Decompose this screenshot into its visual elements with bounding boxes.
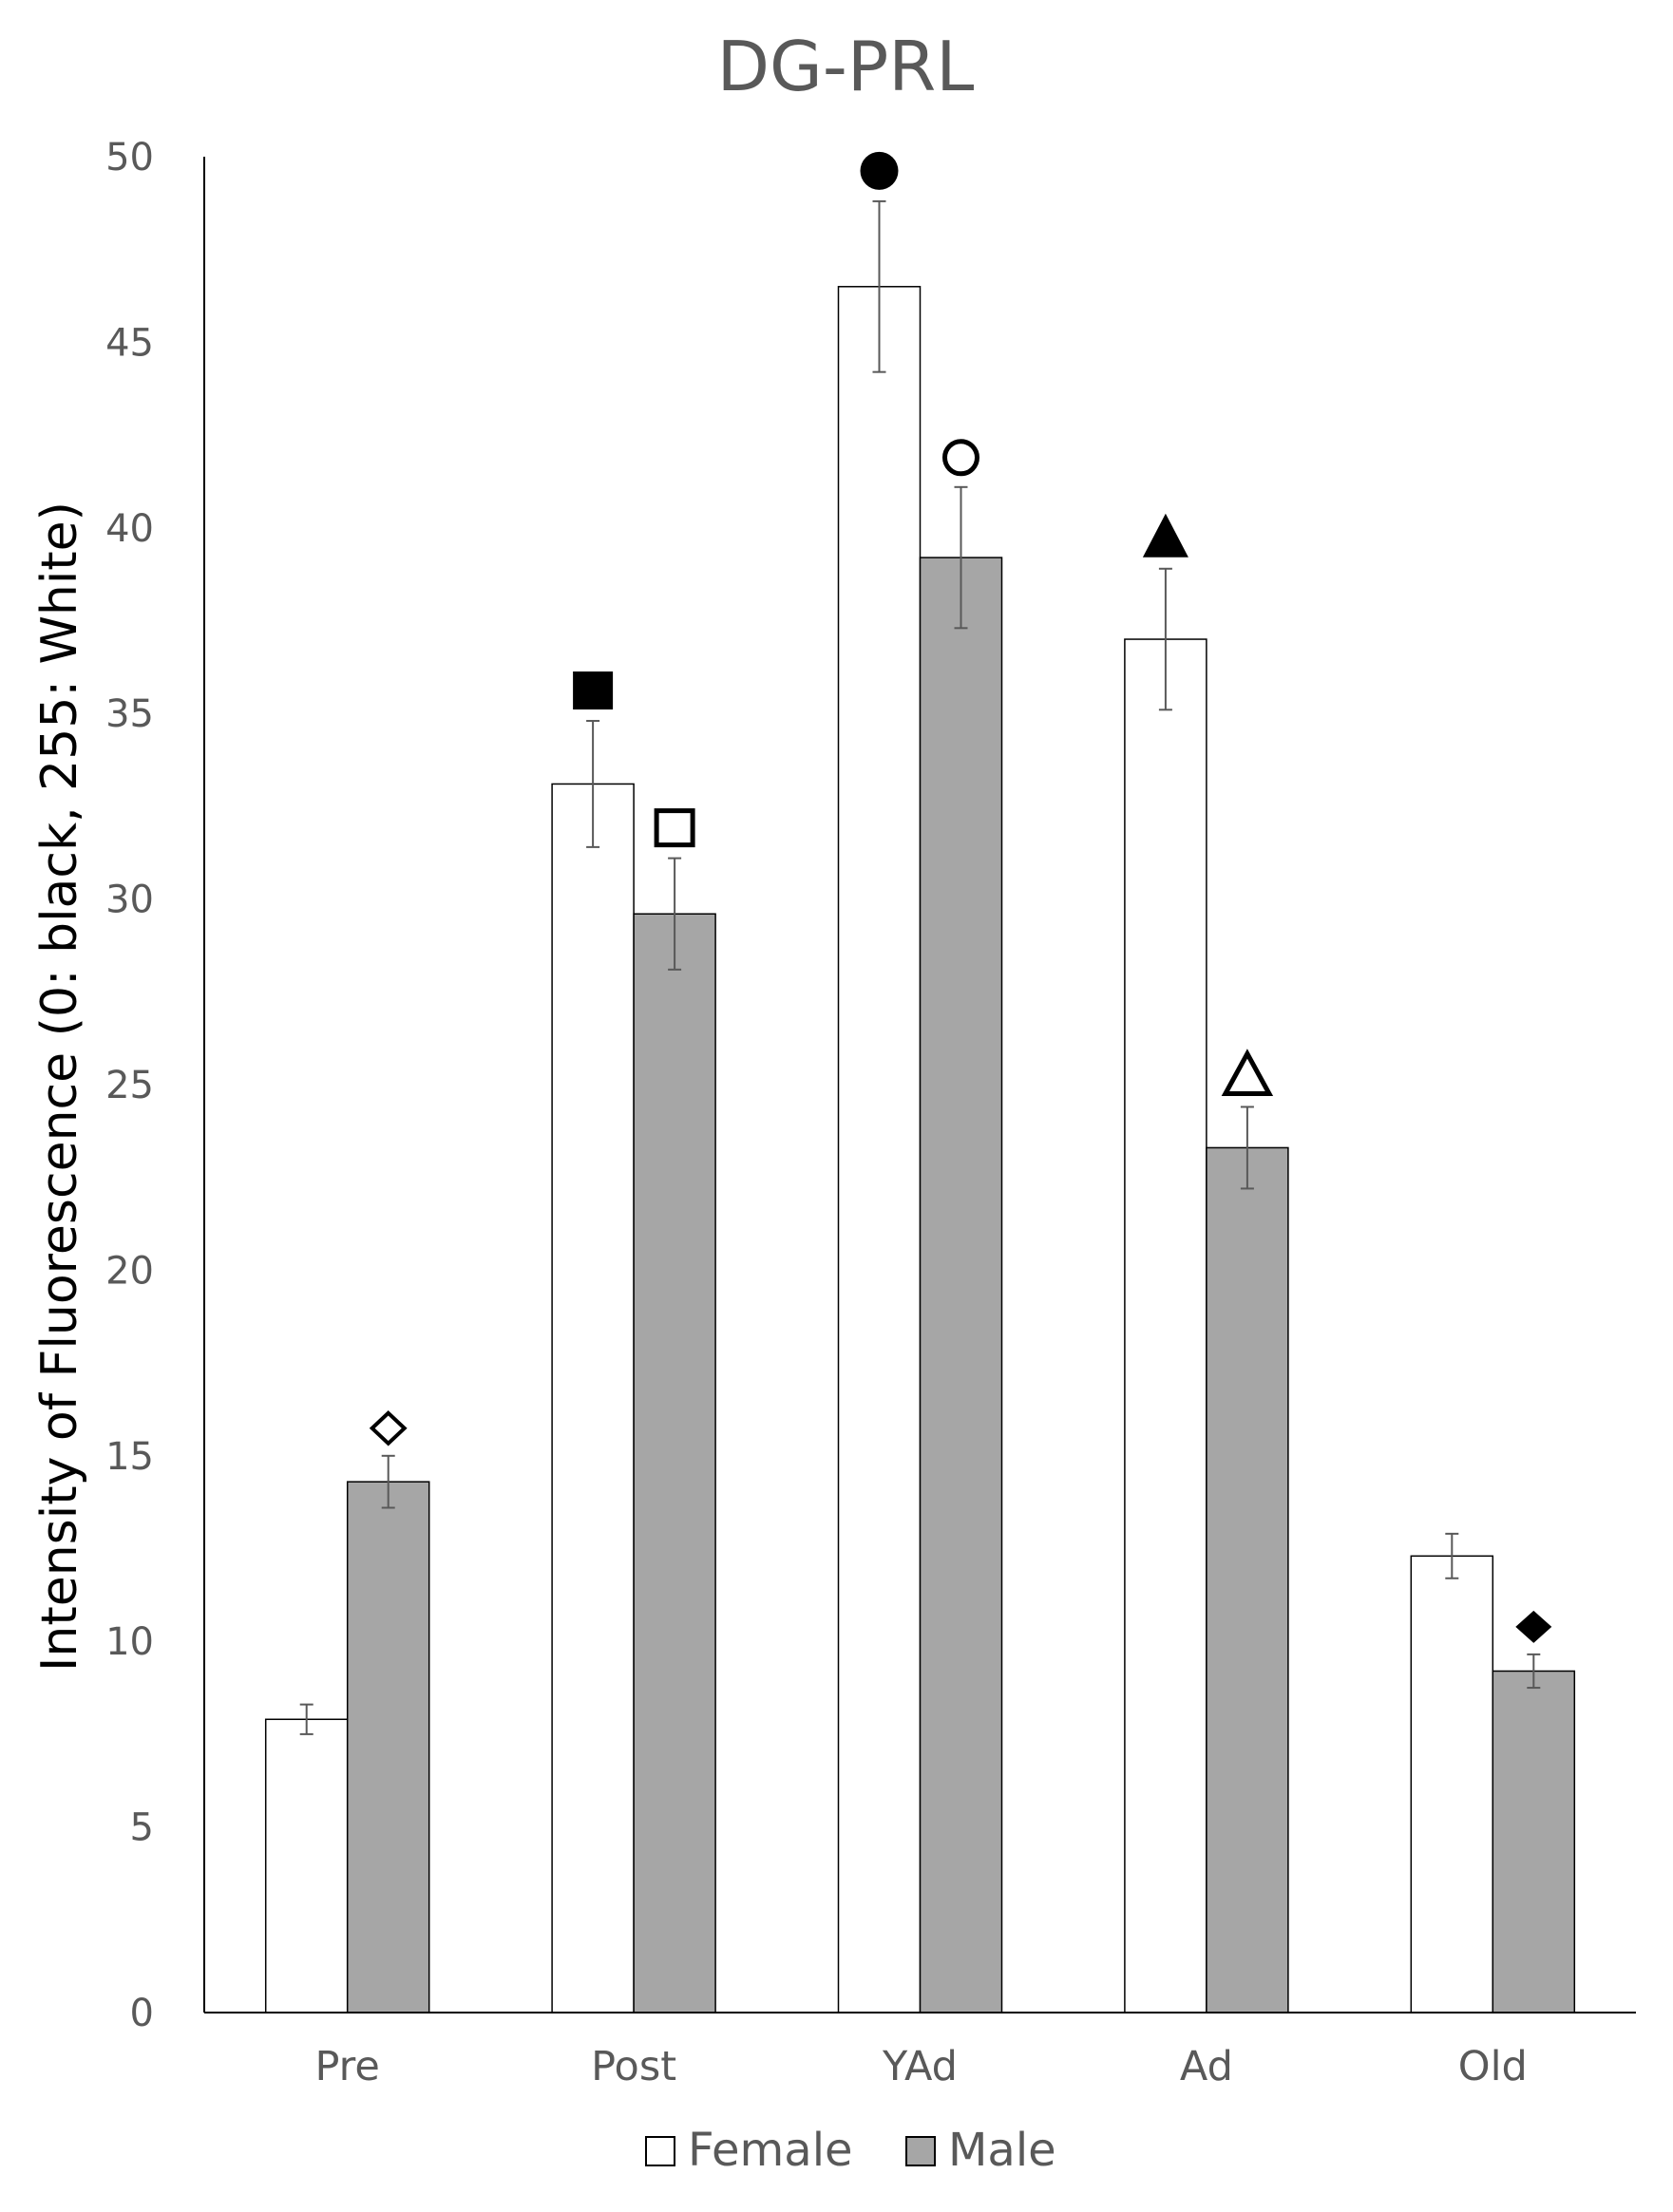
x-tick-label: Post [591,2043,676,2090]
y-tick-label: 40 [105,507,154,551]
legend-label-female: Female [688,2124,853,2177]
y-tick-label: 35 [105,692,154,736]
x-tick-label: Old [1458,2043,1528,2090]
significance-marker-open-triangle [1221,1049,1274,1096]
bar-female [264,1718,349,2013]
significance-marker-filled-circle [860,151,899,190]
legend: Female Male [645,2124,1056,2177]
bar-female [837,286,922,2013]
y-tick-label: 45 [105,321,154,365]
bar-female [1410,1555,1494,2013]
plot-area: 0 5 10 15 20 25 30 35 40 45 50 Pre Post YAd Ad Old [105,136,1636,2090]
y-tick-label: 5 [130,1806,154,1850]
bar-female [1124,638,1207,2013]
legend-label-male: Male [948,2124,1056,2177]
chart-title: DG-PRL [717,27,975,106]
significance-marker-open-circle [942,439,979,477]
legend-swatch-female [645,2136,675,2166]
y-tick-label: 25 [105,1064,154,1107]
bar-male [633,913,716,2013]
y-tick-label: 15 [105,1435,154,1479]
y-tick-label: 50 [105,136,154,180]
bar-male [1206,1146,1289,2013]
x-tick-label: YAd [882,2043,958,2090]
legend-swatch-male [905,2136,936,2166]
bar-male [1492,1670,1576,2013]
y-tick-label: 10 [105,1620,154,1664]
x-tick-label: Ad [1180,2043,1233,2090]
bar-male [346,1481,430,2013]
y-tick-label: 0 [130,1992,154,2035]
significance-marker-filled-diamond [1515,1610,1552,1643]
significance-marker-filled-square [573,671,614,710]
y-tick-label: 20 [105,1249,154,1293]
significance-marker-filled-triangle [1142,513,1188,558]
x-tick-label: Pre [315,2043,380,2090]
significance-marker-open-square [654,808,695,848]
bar-male [919,557,1003,2013]
y-axis-label: Intensity of Fluorescence (0: black, 255… [31,501,88,1672]
bar-female [551,783,635,2013]
y-tick-label: 30 [105,879,154,922]
significance-marker-open-diamond [369,1410,408,1446]
